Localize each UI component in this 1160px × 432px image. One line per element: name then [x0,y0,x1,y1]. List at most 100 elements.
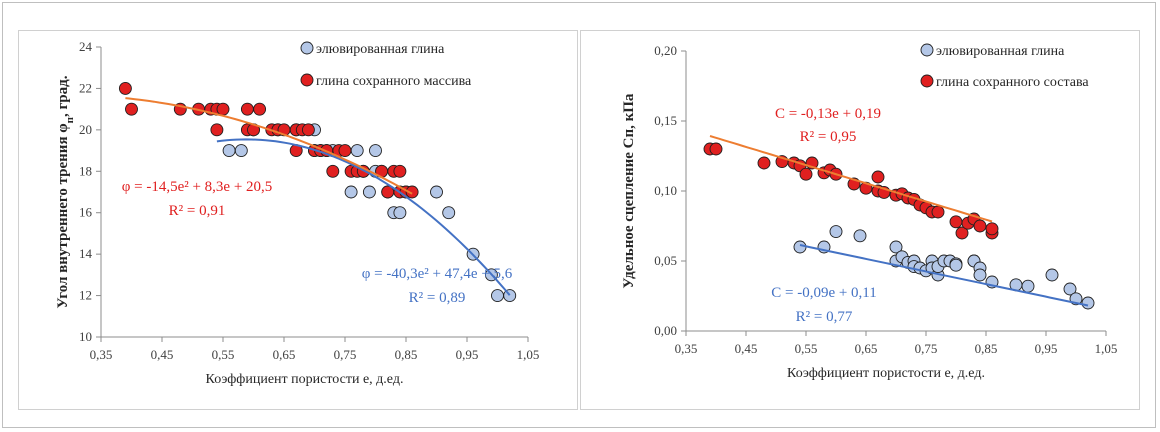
data-point-s0-0 [222,144,236,158]
y-axis-title-sub: п [64,116,76,123]
trendline-s1 [125,97,413,195]
data-point-s1-13 [871,170,885,184]
equation-annotation-3: R² = 0,89 [409,290,466,306]
y-axis-title: Удельное сцепление Сп, кПа [621,93,637,288]
x-tick-label: 0,75 [915,341,938,356]
data-point-s0-25 [491,289,504,303]
data-point-s1-25 [955,226,969,240]
y-tick-label: 16 [79,205,93,220]
y-tick-label: 10 [79,329,92,344]
data-point-s1-24 [338,144,352,158]
x-tick-label: 0,85 [395,347,418,362]
data-point-s0-13 [362,185,376,199]
equation-annotation-3: R² = 0,77 [796,309,853,325]
chart-friction-angle-svg: 10 12 14 16 18 20 22 24 0,35 0,45 0,55 0,65 0,75 0,85… [55,39,540,387]
legend-marker-0 [920,43,934,57]
y-axis-title-tail: , град. [55,75,71,117]
data-point-s0-27 [1045,268,1059,282]
data-point-s0-14 [369,144,382,158]
data-point-s0-0 [793,240,807,254]
legend-marker-0 [300,41,314,55]
y-tick-label: 0,15 [654,113,677,128]
x-tick-label: 0,85 [975,341,998,356]
data-point-s0-23 [973,268,987,282]
equation-annotation-0: С = -0,13е + 0,19 [775,106,881,122]
data-point-s1-22 [326,164,340,178]
data-point-s1-32 [393,164,407,178]
data-point-s0-22 [442,206,456,220]
chart-cohesion: 0,00 0,05 0,10 0,15 0,20 0,35 0,45 0,55 0,65 0,75… [580,30,1140,410]
y-axis-title-main: Угол внутреннего трения φ [55,123,71,308]
data-point-s0-21 [430,185,443,199]
data-point-s1-9 [240,102,254,116]
equation-annotation-2: φ = -40,3e² + 47,4e + 5,6 [362,266,513,282]
data-point-s1-7 [210,123,224,137]
data-point-s0-10 [344,185,358,199]
chart-friction-angle: 10 12 14 16 18 20 22 24 0,35 0,45 0,55 0,65 0,75 0,85… [18,30,578,410]
data-point-s1-1 [709,142,723,156]
equation-annotation-1: R² = 0,95 [800,129,857,145]
x-tick-label: 1,05 [1095,341,1118,356]
chart-cohesion-svg: 0,00 0,05 0,10 0,15 0,20 0,35 0,45 0,55 0,65 0,75… [621,43,1118,381]
data-point-s0-11 [350,144,364,158]
x-tick-label: 1,05 [517,347,540,362]
y-tick-label: 14 [79,246,93,261]
data-point-s1-2 [757,156,771,170]
legend-marker-1 [920,74,934,88]
data-point-s1-1 [125,102,138,116]
trendline-s0 [799,244,1089,307]
y-tick-label: 0,10 [654,183,677,198]
legend-label-0: элювированная глина [316,42,445,57]
data-point-s1-24 [949,215,963,229]
y-tick-label: 0,00 [654,323,677,338]
data-point-s1-34 [405,185,419,199]
x-axis-title: Коэффициент пористости е, д.ед. [206,372,404,387]
x-tick-label: 0,95 [456,347,479,362]
x-tick-label: 0,95 [1035,341,1058,356]
y-tick-label: 22 [79,80,92,95]
x-tick-label: 0,55 [212,347,235,362]
x-tick-label: 0,45 [735,341,758,356]
data-point-s1-18 [301,123,315,137]
data-point-s0-1 [234,144,248,158]
data-point-s1-0 [118,81,132,95]
legend-label-1: глина сохранного состава [936,75,1089,90]
data-point-s0-19 [949,258,963,272]
x-tick-label: 0,65 [855,341,878,356]
y-tick-label: 0,20 [654,43,677,58]
trendline-s1 [709,135,993,223]
data-point-s0-30 [1081,296,1095,310]
x-tick-label: 0,65 [273,347,296,362]
equation-annotation-0: φ = -14,5e² + 8,3e + 20,5 [122,179,273,195]
y-tick-label: 18 [79,163,92,178]
legend-marker-1 [300,73,314,87]
data-point-s1-10 [253,102,267,116]
legend-label-1: глина сохранного массива [316,74,472,89]
x-tick-label: 0,75 [334,347,357,362]
data-point-s0-2 [829,225,843,239]
data-point-s1-28 [973,219,987,233]
y-tick-label: 24 [79,39,93,54]
data-point-s1-30 [985,222,999,236]
x-tick-label: 0,35 [675,341,698,356]
equation-annotation-1: R² = 0,91 [169,203,226,219]
trendline-s0 [216,138,511,296]
data-point-s0-3 [853,229,867,243]
data-point-s0-28 [1063,282,1077,296]
legend-label-0: элювированная глина [936,44,1065,59]
data-point-s0-5 [889,240,903,254]
y-axis-title: Угол внутреннего трения φп, град. [55,75,76,308]
x-tick-label: 0,45 [151,347,174,362]
x-tick-label: 0,35 [90,347,113,362]
y-tick-label: 0,05 [654,253,677,268]
data-point-s1-6 [799,167,813,181]
x-axis-title: Коэффициент пористости е, д.ед. [787,366,985,381]
data-point-s0-26 [1021,279,1035,293]
equation-annotation-2: С = -0,09е + 0,11 [771,285,877,301]
y-tick-label: 20 [79,122,92,137]
data-point-s1-23 [931,205,945,219]
x-tick-label: 0,55 [795,341,818,356]
data-point-s0-19 [393,206,407,220]
y-axis-title-main: Удельное сцепление Сп, кПа [621,93,637,288]
